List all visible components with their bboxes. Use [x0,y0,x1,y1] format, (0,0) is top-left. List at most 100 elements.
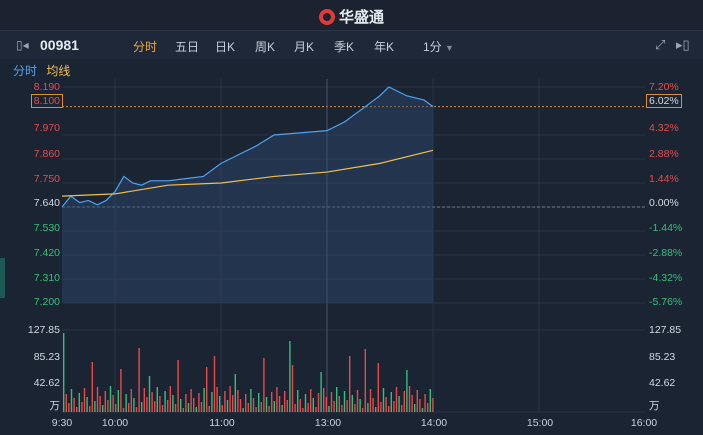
volume-bar [94,401,96,412]
volume-bar [177,360,179,412]
volume-tick: 85.23 [33,351,60,363]
volume-bar [174,404,177,412]
volume-bar [250,389,252,412]
price-tick: 7.640 [33,197,60,209]
volume-bar [198,393,200,412]
volume-bar [226,400,229,412]
time-tick: 10:00 [101,417,129,429]
time-tick: 13:00 [314,417,342,429]
brand-logo: 华盛通 [0,6,703,27]
stock-code: 00981 [40,37,79,53]
time-tick: 9:30 [51,417,73,429]
pct-tick: 2.88% [649,148,679,160]
volume-bar [390,392,392,412]
volume-bar [328,406,330,412]
interval-value: 1分 [423,40,442,54]
pct-tick: -4.32% [649,272,683,284]
volume-bar [336,387,338,412]
price-tick: 7.860 [33,148,60,160]
volume-bar [239,399,242,412]
volume-bar [294,404,296,412]
volume-bar [252,398,255,412]
volume-bar [375,407,377,412]
volume-bar [216,387,218,412]
volume-bar [284,391,286,412]
volume-bar [193,398,195,412]
interval-select[interactable]: 1分 ▼ [423,38,454,55]
volume-bar [169,386,171,412]
volume-bar [364,349,366,412]
price-tick: 8.190 [33,81,60,93]
volume-tick: 127.85 [27,324,60,336]
tab-intraday[interactable]: 分时 [133,40,158,54]
brand-icon [318,9,335,25]
volume-bar [242,408,244,412]
pct-tick: 1.44% [649,173,679,185]
volume-bar [255,407,257,412]
volume-bar [81,402,83,412]
volume-bar [346,400,348,412]
volume-bar [133,398,135,412]
volume-bar [377,363,379,412]
volume-bar [286,400,288,412]
volume-bar [73,398,75,412]
volume-bar [304,394,307,412]
tab-monthly-k[interactable]: 月K [294,40,315,54]
volume-tick: 42.62 [33,377,60,389]
pct-tick: -2.88% [649,247,683,259]
volume-bar [221,405,223,412]
volume-bar [203,388,205,412]
volume-bar [185,394,187,412]
legend-avg-line: 均线 [46,64,71,78]
volume-bar [414,404,416,412]
volume-bar [130,389,132,412]
volume-bar [187,403,190,412]
collapse-right-icon[interactable]: ▸▯ [676,37,690,52]
volume-bar [138,348,140,412]
volume-bar [107,400,109,412]
current-price-label: 8.100 [30,94,63,108]
volume-tick: 42.62 [649,377,676,389]
volume-bar [349,356,351,412]
tab-quarterly-k[interactable]: 季K [334,40,355,54]
tab-weekly-k[interactable]: 周K [255,40,276,54]
price-line [61,86,434,208]
volume-bar [317,393,320,412]
volume-bar [380,402,382,412]
volume-bar [385,397,387,412]
volume-bar [117,390,119,412]
tab-daily-k[interactable]: 日K [215,40,236,54]
current-change-label: 6.02% [646,94,682,108]
volume-bar [291,365,294,412]
volume-bar [128,403,130,412]
time-tick: 16:00 [630,417,658,429]
price-tick: 7.200 [33,296,60,308]
volume-bar [247,403,249,412]
volume-bar [229,386,231,412]
volume-bar [146,397,148,412]
volume-bar [367,403,369,412]
time-tick: 15:00 [526,417,554,429]
tab-yearly-k[interactable]: 年K [374,40,395,54]
tab-5day[interactable]: 五日 [175,40,200,54]
volume-bar [276,387,278,412]
volume-bar [330,392,333,412]
volume-bar [424,394,426,412]
volume-bar [115,404,117,412]
collapse-left-icon[interactable]: ▯◂ [16,38,29,52]
volume-bar [83,388,86,412]
volume-bar [143,388,145,412]
volume-bar [315,407,317,412]
price-tick: 7.530 [33,222,60,234]
volume-bar [372,398,374,412]
volume-bar [224,391,226,412]
volume-bar [109,386,112,412]
volume-bar [265,397,268,412]
time-tick: 11:00 [209,417,235,429]
volume-bar [263,358,265,412]
fullscreen-icon[interactable]: ⤢ [655,37,666,52]
volume-bar [278,396,281,412]
volume-bar [343,391,346,412]
volume-bar [333,401,335,412]
